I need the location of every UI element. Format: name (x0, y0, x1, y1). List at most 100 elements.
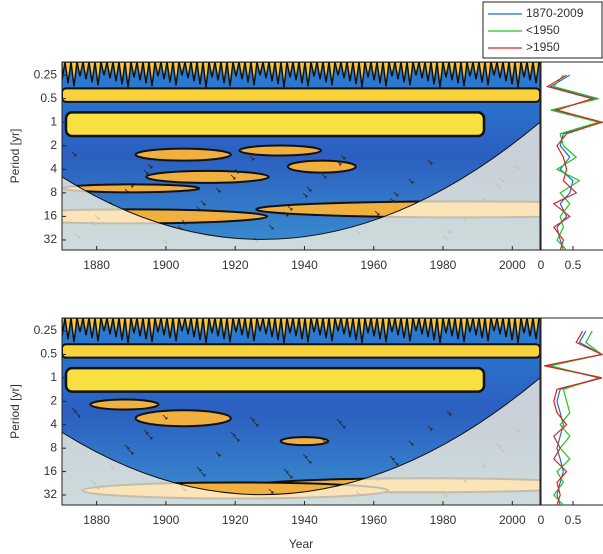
arrow (71, 151, 77, 157)
arrow (230, 174, 236, 180)
axes (540, 317, 603, 506)
line (544, 330, 603, 506)
arrow (234, 168, 240, 174)
heat-blob (286, 159, 357, 174)
legend: 1870-2009 <1950 >1950 (482, 1, 603, 59)
y-tick-label: 0.5 (40, 347, 57, 361)
x-tick-label: 1900 (153, 513, 180, 527)
heatmap (62, 318, 540, 505)
y-tick-label: 4 (50, 417, 57, 431)
arrow (389, 197, 395, 203)
y-tick-label: 8 (50, 185, 57, 199)
coi-shade (62, 318, 540, 505)
arrow (249, 155, 255, 161)
arrow (75, 412, 81, 418)
x-tick-label: 1920 (222, 513, 249, 527)
arrow (143, 429, 149, 435)
y-tick-label: 2 (50, 138, 57, 152)
arrow (128, 449, 134, 455)
x-tick-label: 2000 (499, 513, 526, 527)
arrow (340, 154, 346, 160)
line (550, 74, 601, 251)
arrow (234, 436, 240, 442)
arrow (147, 163, 153, 169)
x-tick-label: 1880 (83, 258, 110, 272)
heat-band (64, 366, 486, 393)
arrow (336, 160, 342, 166)
y-tick-label: 2 (50, 393, 57, 407)
y-tick-label: 4 (50, 161, 57, 175)
arrow (283, 211, 289, 217)
axes (61, 61, 541, 251)
arrow (302, 192, 308, 198)
coi-line (62, 377, 540, 496)
heat-blob (134, 409, 232, 428)
x-tick-label: 1960 (360, 258, 387, 272)
x-tick-label: 2000 (499, 258, 526, 272)
arrow (253, 421, 259, 427)
line (547, 330, 603, 506)
axes (61, 317, 541, 506)
arrow (128, 182, 134, 188)
arrow (389, 455, 395, 461)
arrow (196, 206, 202, 212)
y-tick-label: 0.25 (34, 67, 58, 81)
arrow (124, 444, 130, 450)
arrow (215, 451, 221, 457)
arrow (162, 414, 168, 420)
line (550, 330, 603, 506)
x-tick-label: 0.5 (565, 258, 582, 272)
coi-line (62, 121, 540, 240)
arrow (287, 473, 293, 479)
arrow (408, 178, 414, 184)
y-tick-label: 32 (44, 487, 58, 501)
arrow (147, 434, 153, 440)
x-axis-label: Year (289, 537, 313, 551)
y-tick-label: 32 (44, 232, 58, 246)
y-tick-label: 0.5 (40, 91, 57, 105)
arrow (302, 453, 308, 459)
arrow (268, 488, 274, 494)
heat-band (62, 343, 540, 359)
arrow (374, 210, 380, 216)
arrow (287, 205, 293, 211)
y-tick-label: 1 (50, 114, 57, 128)
legend-label: <1950 (526, 23, 560, 37)
arrow (427, 159, 433, 165)
arrow (427, 425, 433, 431)
heat-band (64, 111, 486, 138)
axes (540, 61, 603, 251)
x-tick-label: 0.5 (565, 513, 582, 527)
arrow (215, 187, 221, 193)
legend-label: >1950 (526, 40, 560, 54)
arrow (408, 440, 414, 446)
heat-blob (145, 169, 270, 184)
arrow (306, 458, 312, 464)
x-tick-label: 1880 (83, 513, 110, 527)
heat-blob (134, 147, 232, 162)
y-axis-label: Period [yr] (8, 384, 22, 439)
coi-shade (62, 62, 540, 250)
line (545, 74, 603, 251)
arrow (124, 188, 130, 194)
arrow (340, 423, 346, 429)
legend-box (482, 1, 603, 59)
x-tick-label: 1920 (222, 258, 249, 272)
heat-blob (238, 144, 323, 157)
arrow (249, 416, 255, 422)
arrow (230, 431, 236, 437)
y-tick-label: 8 (50, 440, 57, 454)
x-tick-label: 1960 (360, 513, 387, 527)
arrow (181, 219, 187, 225)
heatmap (62, 62, 540, 250)
x-tick-label: 1940 (291, 258, 318, 272)
heat-blob (279, 436, 330, 447)
arrow (200, 200, 206, 206)
arrow (306, 186, 312, 192)
arrow (283, 468, 289, 474)
y-tick-label: 0.25 (34, 323, 58, 337)
y-axis-label: Period [yr] (8, 129, 22, 184)
heat-band (62, 87, 540, 103)
heat-region (62, 62, 540, 88)
